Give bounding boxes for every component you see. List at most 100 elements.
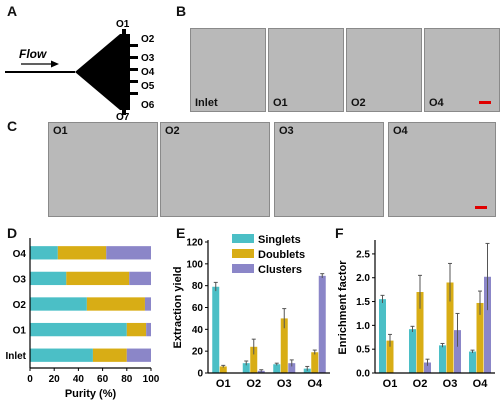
bar-segment-clusters xyxy=(129,271,151,286)
outlet-label-o7: O7 xyxy=(116,112,130,120)
micrograph-label: O1 xyxy=(53,125,68,137)
micrograph-c-o2: O2 xyxy=(160,122,270,217)
bar-singlets xyxy=(409,329,416,373)
bar-segment-singlets xyxy=(30,348,93,362)
outlet-label-o3: O3 xyxy=(141,53,155,64)
bar-segment-doublets xyxy=(92,348,127,362)
bar-segment-clusters xyxy=(126,348,151,362)
x-tick-label: O2 xyxy=(413,378,428,390)
bar-singlets xyxy=(212,286,220,373)
panel-letter-f: F xyxy=(335,225,344,241)
x-tick-label: O1 xyxy=(383,378,398,390)
bar-clusters xyxy=(484,276,491,373)
legend-label-doublets: Doublets xyxy=(258,249,305,261)
outlet-label-o6: O6 xyxy=(141,100,155,111)
bar-segment-doublets xyxy=(66,271,130,286)
x-tick-label: O4 xyxy=(473,378,489,390)
y-axis-title: Enrichment factor xyxy=(337,260,349,355)
bar-doublets xyxy=(416,292,424,373)
micrograph-label: O2 xyxy=(351,97,366,109)
x-tick-label: 40 xyxy=(73,374,85,385)
y-tick-label: 0.5 xyxy=(356,345,370,356)
x-tick-label: 0 xyxy=(27,374,33,385)
bar-segment-singlets xyxy=(30,271,67,286)
y-tick-label: 2.0 xyxy=(356,273,370,284)
y-tick-label: 2.5 xyxy=(356,249,370,260)
micrograph-label: O2 xyxy=(165,125,180,137)
micrograph-b-o2: O2 xyxy=(346,28,422,112)
device-schematic: Flow O1 O2 O3 O4 O5 O6 O7 xyxy=(5,20,155,120)
y-tick-label: O4 xyxy=(13,249,27,260)
scale-bar xyxy=(475,206,487,209)
micrograph-label: O1 xyxy=(273,97,288,109)
y-tick-label: O3 xyxy=(13,274,27,285)
bar-doublets xyxy=(250,346,258,373)
bar-doublets xyxy=(311,352,319,373)
bar-singlets xyxy=(469,351,476,373)
bar-segment-singlets xyxy=(30,297,87,311)
x-tick-label: O3 xyxy=(277,378,292,390)
bar-singlets xyxy=(242,363,250,373)
micrograph-c-o3: O3 xyxy=(274,122,384,217)
legend-label-clusters: Clusters xyxy=(258,264,302,276)
legend-swatch-clusters xyxy=(232,264,254,273)
bar-segment-doublets xyxy=(57,246,107,260)
y-tick-label: 120 xyxy=(186,238,203,249)
x-tick-label: O2 xyxy=(246,378,261,390)
legend-swatch-doublets xyxy=(232,249,254,258)
micrograph-b-o4: O4 xyxy=(424,28,500,112)
bar-doublets xyxy=(476,302,484,373)
outlet-label-o4: O4 xyxy=(141,67,155,78)
purity-chart: O4 O3 O2 O1 Inlet 0 20 40 60 80 100 Purity (%) xyxy=(5,238,160,400)
micrograph-c-o1: O1 xyxy=(48,122,158,217)
panel-letter-c: C xyxy=(7,118,18,134)
panel-letter-b: B xyxy=(176,3,187,19)
micrograph-label: O3 xyxy=(279,125,294,137)
x-tick-label: 20 xyxy=(49,374,61,385)
y-tick-label: 1.5 xyxy=(356,297,370,308)
bar-singlets xyxy=(439,345,446,373)
y-tick-label: O1 xyxy=(13,326,27,337)
bar-clusters xyxy=(424,362,431,373)
scale-bar xyxy=(479,101,491,104)
x-tick-label: O3 xyxy=(443,378,458,390)
legend-swatch-singlets xyxy=(232,234,254,243)
y-tick-label: 60 xyxy=(192,303,204,314)
bar-clusters xyxy=(288,363,296,373)
bar-segment-clusters xyxy=(106,246,151,260)
bar-doublets xyxy=(386,340,394,373)
bar-singlets xyxy=(379,299,386,373)
outlet-label-o5: O5 xyxy=(141,81,155,92)
y-tick-label: 0.0 xyxy=(356,369,370,380)
micrograph-label: O4 xyxy=(429,97,444,109)
bar-segment-clusters xyxy=(146,322,151,337)
bar-segment-doublets xyxy=(126,322,147,337)
y-tick-label: 100 xyxy=(186,259,203,270)
bar-segment-clusters xyxy=(144,297,151,311)
micrograph-b-o1: O1 xyxy=(268,28,344,112)
bar-segment-doublets xyxy=(86,297,145,311)
bar-singlets xyxy=(273,364,281,373)
legend-label-singlets: Singlets xyxy=(258,234,301,246)
y-tick-label: Inlet xyxy=(5,351,26,362)
y-tick-label: O2 xyxy=(13,300,27,311)
micrograph-label: Inlet xyxy=(195,97,218,109)
x-tick-label: 60 xyxy=(97,374,109,385)
bar-segment-singlets xyxy=(30,246,58,260)
bar-clusters xyxy=(318,275,326,373)
y-axis-title: Extraction yield xyxy=(172,267,184,349)
enrichment-factor-chart: O1 O2 O3 O4 0.0 0.5 1.0 1.5 2.0 2.5 Enrichment fac… xyxy=(337,240,495,390)
outlet-label-o1: O1 xyxy=(116,20,130,30)
bar-doublets xyxy=(219,366,227,373)
bar-doublets xyxy=(280,318,288,373)
panel-letter-a: A xyxy=(7,3,18,19)
x-tick-label: O4 xyxy=(307,378,323,390)
y-tick-label: 40 xyxy=(192,325,204,336)
y-tick-label: 1.0 xyxy=(356,321,370,332)
bar-segment-singlets xyxy=(30,322,127,337)
y-tick-label: 0 xyxy=(197,369,203,380)
outlet-label-o2: O2 xyxy=(141,34,155,45)
micrograph-c-o4: O4 xyxy=(388,122,496,217)
y-tick-label: 80 xyxy=(192,281,204,292)
panel-letter-e: E xyxy=(176,225,186,241)
